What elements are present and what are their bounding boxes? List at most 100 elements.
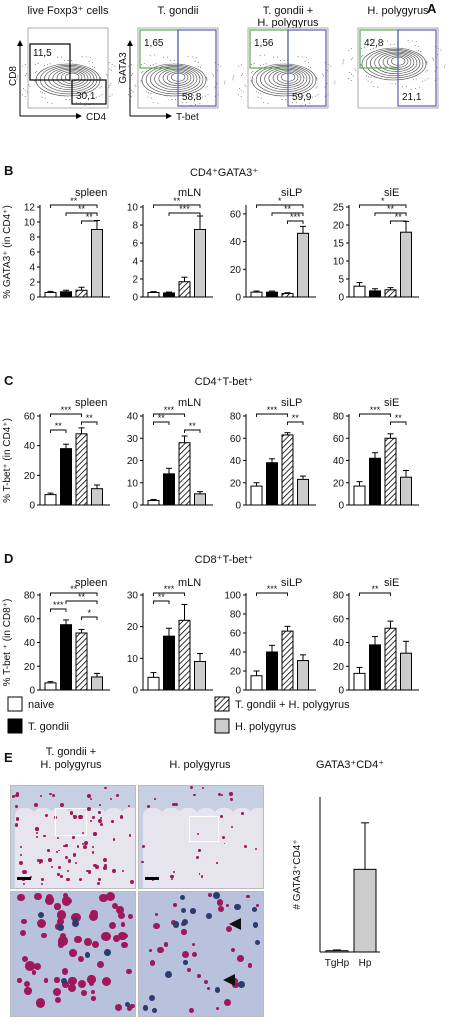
significance-bracket (359, 204, 407, 208)
event-dot (89, 57, 91, 59)
event-dot (255, 91, 257, 93)
panel-label-a: A (427, 1, 437, 16)
flow-plot-2: T. gondii 1,65 58,8 T-bet GATA3 (118, 5, 226, 123)
stained-cell (88, 981, 94, 987)
stained-cell (65, 897, 72, 905)
event-dot (29, 85, 31, 87)
y-tick-label: 10 (127, 478, 139, 489)
event-dot (240, 89, 242, 91)
event-dot (348, 49, 350, 51)
nucleus (72, 916, 79, 923)
event-dot (352, 57, 354, 59)
stained-cell (100, 931, 111, 942)
stained-cell (223, 842, 226, 845)
stained-cell (35, 998, 46, 1008)
y-tick-label: 0 (338, 501, 344, 512)
event-dot (242, 73, 244, 75)
event-dot (108, 86, 110, 88)
y-arrowhead (127, 40, 133, 46)
event-dot (109, 84, 111, 86)
significance-label: ** (78, 592, 86, 602)
event-dot (362, 55, 364, 57)
stained-cell (18, 860, 24, 865)
stained-cell (221, 793, 224, 796)
villus (143, 808, 163, 888)
stained-cell (196, 832, 200, 836)
stained-cell (89, 911, 99, 921)
event-dot (401, 86, 403, 88)
stained-cell (89, 798, 92, 801)
event-dot (143, 62, 145, 64)
flow-plot-title: H. polygyrus (367, 5, 429, 17)
stained-cell (208, 893, 213, 897)
significance-bracket (65, 212, 98, 216)
y-tick-label: 60 (333, 614, 345, 625)
nucleus (104, 948, 111, 956)
event-dot (373, 86, 375, 88)
significance-bracket (359, 413, 391, 417)
stained-cell (196, 974, 201, 979)
significance-label: *** (53, 600, 64, 610)
event-dot (305, 57, 307, 59)
stained-cell (60, 803, 65, 808)
y-tick-label: 80 (230, 412, 242, 423)
event-dot (108, 95, 110, 97)
bar-t-gondii-h-polygyrus (384, 289, 397, 298)
event-dot (23, 88, 25, 90)
stained-cell (84, 841, 89, 846)
bar-t-gondii (266, 291, 278, 298)
event-dot (22, 65, 24, 67)
event-dot (150, 97, 152, 99)
significance-label: ** (86, 413, 94, 423)
event-dot (69, 99, 71, 101)
y-tick-label: 6 (132, 239, 138, 250)
event-dot (100, 86, 102, 88)
event-dot (401, 47, 403, 49)
significance-bracket (153, 592, 185, 596)
y-tick-label: 0 (235, 293, 241, 304)
event-dot (48, 54, 50, 56)
bar-t-gondii (60, 291, 72, 298)
stained-cell (17, 978, 22, 983)
bar-naive (353, 285, 366, 298)
contour-line (382, 54, 412, 70)
stained-cell (67, 869, 70, 872)
bar-naive (353, 672, 366, 691)
event-dot (34, 64, 36, 66)
event-dot (155, 63, 157, 65)
event-dot (260, 97, 262, 99)
event-dot (267, 102, 269, 104)
event-dot (207, 94, 209, 96)
flow-plot-3: T. gondii + H. polygyrus 1,56 59,9 (232, 5, 336, 109)
gate-value-tbet: 58,8 (182, 92, 202, 103)
stained-cell (246, 894, 250, 899)
contour-line (365, 48, 424, 79)
event-dot (317, 94, 319, 96)
event-dot (65, 99, 67, 101)
chart-title: siE (384, 187, 399, 199)
gate-value-gata3: 1,56 (254, 38, 274, 49)
event-dot (75, 63, 77, 65)
panel-label-e: E (4, 750, 13, 765)
event-dot (437, 54, 439, 56)
panel-title-c: CD4⁺T-bet⁺ (195, 376, 254, 388)
event-dot (195, 57, 197, 59)
stained-cell (230, 825, 234, 829)
event-dot (265, 63, 267, 65)
event-dot (135, 85, 137, 87)
y-tick-label: 60 (230, 209, 242, 220)
event-dot (61, 95, 63, 97)
stained-cell (198, 873, 201, 876)
stained-cell (24, 961, 35, 971)
stained-cell (14, 805, 19, 809)
event-dot (374, 38, 376, 40)
stained-cell (96, 881, 101, 886)
significance-label: *** (179, 204, 190, 214)
stained-cell (225, 903, 230, 908)
event-dot (44, 97, 46, 99)
nucleus (84, 952, 91, 958)
event-dot (197, 61, 199, 63)
